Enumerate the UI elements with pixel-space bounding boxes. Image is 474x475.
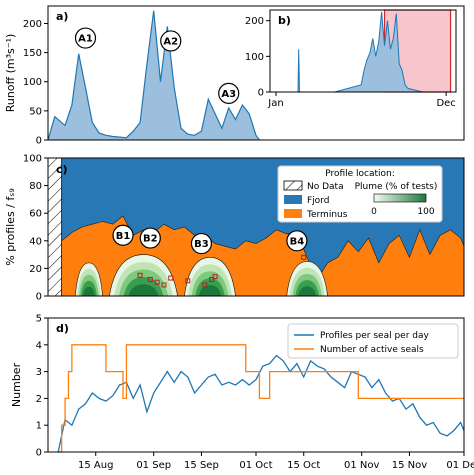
inset-y-tick-label: 100 bbox=[245, 52, 264, 63]
annotation-label-a2: A2 bbox=[163, 36, 178, 47]
panel-a: A1 A2 A3 0 50 100 150 200 a) Runoff (m³s⁻¹) bbox=[4, 5, 465, 147]
inset-y-tick-label: 0 bbox=[258, 88, 264, 99]
plume-marker bbox=[147, 276, 153, 282]
colorbar-tick-0: 0 bbox=[371, 207, 377, 217]
y-tick-label: 20 bbox=[29, 264, 42, 275]
number-y-axis-label: Number bbox=[10, 362, 23, 407]
legend-item-fjord: Fjord bbox=[307, 196, 329, 206]
x-tick-label: 01 Dec bbox=[446, 460, 474, 471]
annotation-circle-a2 bbox=[160, 30, 182, 52]
panel-a-label: a) bbox=[56, 10, 68, 23]
panel-c-label: c) bbox=[56, 163, 68, 176]
x-tick-label: 01 Nov bbox=[344, 460, 380, 471]
panel-d-label: d) bbox=[56, 322, 69, 335]
annotation-label-b3: B3 bbox=[194, 239, 209, 250]
series-line-active-seals bbox=[58, 344, 464, 453]
legend-box-d bbox=[287, 323, 459, 359]
runoff-y-axis-label: Runoff (m³s⁻¹) bbox=[4, 34, 17, 113]
annotation-circle-b4 bbox=[286, 230, 308, 252]
plume-mound-1 bbox=[82, 286, 95, 296]
y-tick-label: 60 bbox=[29, 209, 42, 220]
y-tick-label: 50 bbox=[29, 106, 42, 117]
legend-item-terminus: Terminus bbox=[306, 210, 348, 220]
x-tick-label: 15 Oct bbox=[287, 460, 320, 471]
annotation-label-a3: A3 bbox=[221, 89, 236, 100]
y-tick-label: 5 bbox=[36, 314, 42, 325]
colorbar-title: Plume (% of tests) bbox=[355, 182, 438, 192]
legend-item-no-data: No Data bbox=[307, 182, 344, 192]
y-tick-label: 0 bbox=[36, 292, 42, 303]
legend-swatch-fjord bbox=[284, 195, 302, 204]
panel-d-legend: Profiles per seal per day Number of acti… bbox=[287, 323, 459, 359]
inset-x-tick-label: Jan bbox=[267, 98, 283, 109]
plume-marker bbox=[154, 279, 160, 285]
y-tick-label: 80 bbox=[29, 181, 42, 192]
annotation-circle-b2 bbox=[139, 227, 161, 249]
legend-label-profiles: Profiles per seal per day bbox=[320, 331, 429, 341]
panel-a-frame bbox=[47, 5, 465, 141]
panel-b-label: b) bbox=[278, 14, 291, 27]
plume-marker bbox=[168, 275, 174, 281]
annotation-circle-b3 bbox=[190, 232, 213, 255]
plume-marker bbox=[137, 272, 143, 278]
series-line-profiles-per-seal bbox=[57, 354, 465, 453]
profiles-y-axis-label: % profiles / fₛ₉ bbox=[4, 188, 17, 266]
inset-y-tick-label: 200 bbox=[245, 16, 264, 27]
legend-swatch-terminus bbox=[284, 209, 302, 218]
y-tick-label: 3 bbox=[36, 367, 42, 378]
y-tick-label: 40 bbox=[29, 236, 42, 247]
annotation-label-b2: B2 bbox=[143, 234, 158, 245]
x-tick-label: 15 Aug bbox=[78, 460, 113, 471]
panel-c-frame bbox=[47, 157, 465, 297]
no-data-region bbox=[47, 157, 63, 297]
runoff-line bbox=[47, 10, 260, 141]
y-tick-label: 100 bbox=[23, 77, 42, 88]
colorbar-tick-100: 100 bbox=[417, 207, 434, 217]
annotation-circle-a3 bbox=[218, 82, 240, 104]
x-tick-label: 15 Sep bbox=[184, 460, 219, 471]
annotation-label-b1: B1 bbox=[116, 231, 131, 242]
y-tick-label: 100 bbox=[23, 154, 42, 165]
legend-label-seals: Number of active seals bbox=[320, 345, 424, 355]
plume-marker bbox=[212, 274, 218, 280]
inset-frame bbox=[269, 9, 457, 93]
y-tick-label: 200 bbox=[23, 19, 42, 30]
annotation-circle-a1 bbox=[74, 27, 97, 49]
plume-marker bbox=[161, 282, 167, 288]
plume-marker bbox=[301, 254, 307, 260]
legend-title: Profile location: bbox=[325, 169, 395, 179]
inset-x-tick-label: Dec bbox=[436, 98, 455, 109]
panel-b-inset: 0 100 200 Jan Dec b) bbox=[245, 9, 457, 109]
plume-marker bbox=[209, 276, 215, 282]
legend-swatch-no-data bbox=[283, 180, 303, 191]
legend-box bbox=[277, 165, 443, 223]
x-tick-label: 15 Nov bbox=[392, 460, 428, 471]
y-tick-label: 1 bbox=[36, 421, 42, 432]
plume-colorbar bbox=[373, 193, 427, 203]
y-tick-label: 150 bbox=[23, 48, 42, 59]
plume-marker bbox=[202, 282, 208, 288]
y-tick-label: 2 bbox=[36, 394, 42, 405]
panel-c-legend: Profile location: No Data Fjord Terminus… bbox=[277, 165, 443, 223]
y-tick-label: 0 bbox=[36, 136, 42, 147]
plume-marker bbox=[185, 278, 191, 284]
plume-mound-2 bbox=[128, 284, 159, 296]
annotation-label-b4: B4 bbox=[290, 236, 305, 247]
x-tick-label: 01 Sep bbox=[136, 460, 171, 471]
x-tick-label: 01 Oct bbox=[239, 460, 272, 471]
plume-mound-3 bbox=[198, 285, 222, 296]
panel-d: 0 1 2 3 4 5 15 Aug 01 Sep 15 Sep 01 Oct 15 Oct 01 … bbox=[10, 314, 474, 472]
panel-c: B1 B2 B3 B4 0 20 40 60 80 100 c) % profiles / fₛ… bbox=[4, 154, 465, 303]
annotation-circle-b1 bbox=[112, 224, 134, 246]
y-tick-label: 0 bbox=[36, 448, 42, 459]
annotation-label-a1: A1 bbox=[78, 34, 93, 45]
plume-mound-4 bbox=[298, 286, 317, 296]
y-tick-label: 4 bbox=[36, 340, 42, 351]
